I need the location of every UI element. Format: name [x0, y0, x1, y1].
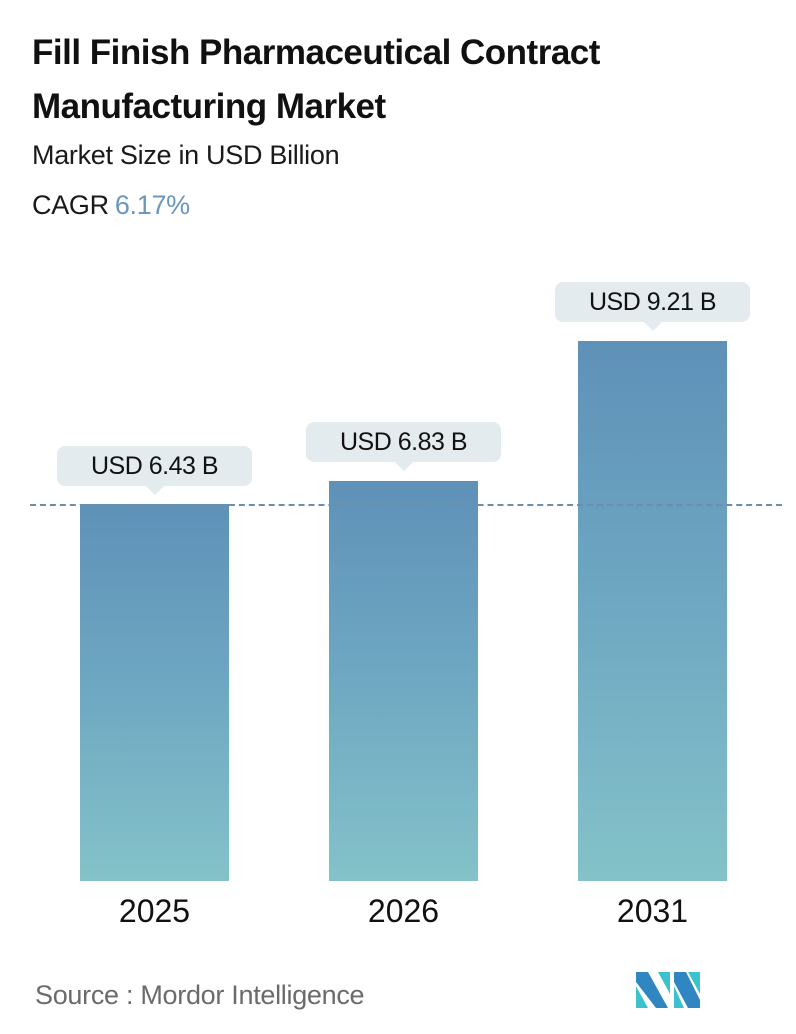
chart-title: Fill Finish Pharmaceutical Contract Manu… [32, 33, 600, 126]
x-tick-2031: 2031 [616, 893, 689, 929]
bar-2026 [329, 481, 478, 881]
bar-2031 [578, 341, 727, 881]
x-tick-2026: 2026 [367, 893, 440, 929]
bar-2025 [80, 504, 229, 881]
x-tick-2025: 2025 [118, 893, 191, 929]
cagr-value: 6.17% [114, 190, 190, 220]
mordor-intelligence-logo-icon [636, 972, 700, 1008]
source-text: Source : Mordor Intelligence [35, 980, 365, 1010]
data-label-2031: USD 9.21 B [555, 282, 750, 331]
data-label-2026: USD 6.83 B [306, 422, 501, 471]
data-label-2025: USD 6.43 B [57, 446, 252, 495]
chart-subtitle: Market Size in USD Billion [32, 140, 340, 170]
cagr-line: CAGR 6.17% [32, 190, 190, 221]
cagr-label: CAGR [32, 190, 109, 220]
reference-dashed-line [30, 504, 782, 506]
